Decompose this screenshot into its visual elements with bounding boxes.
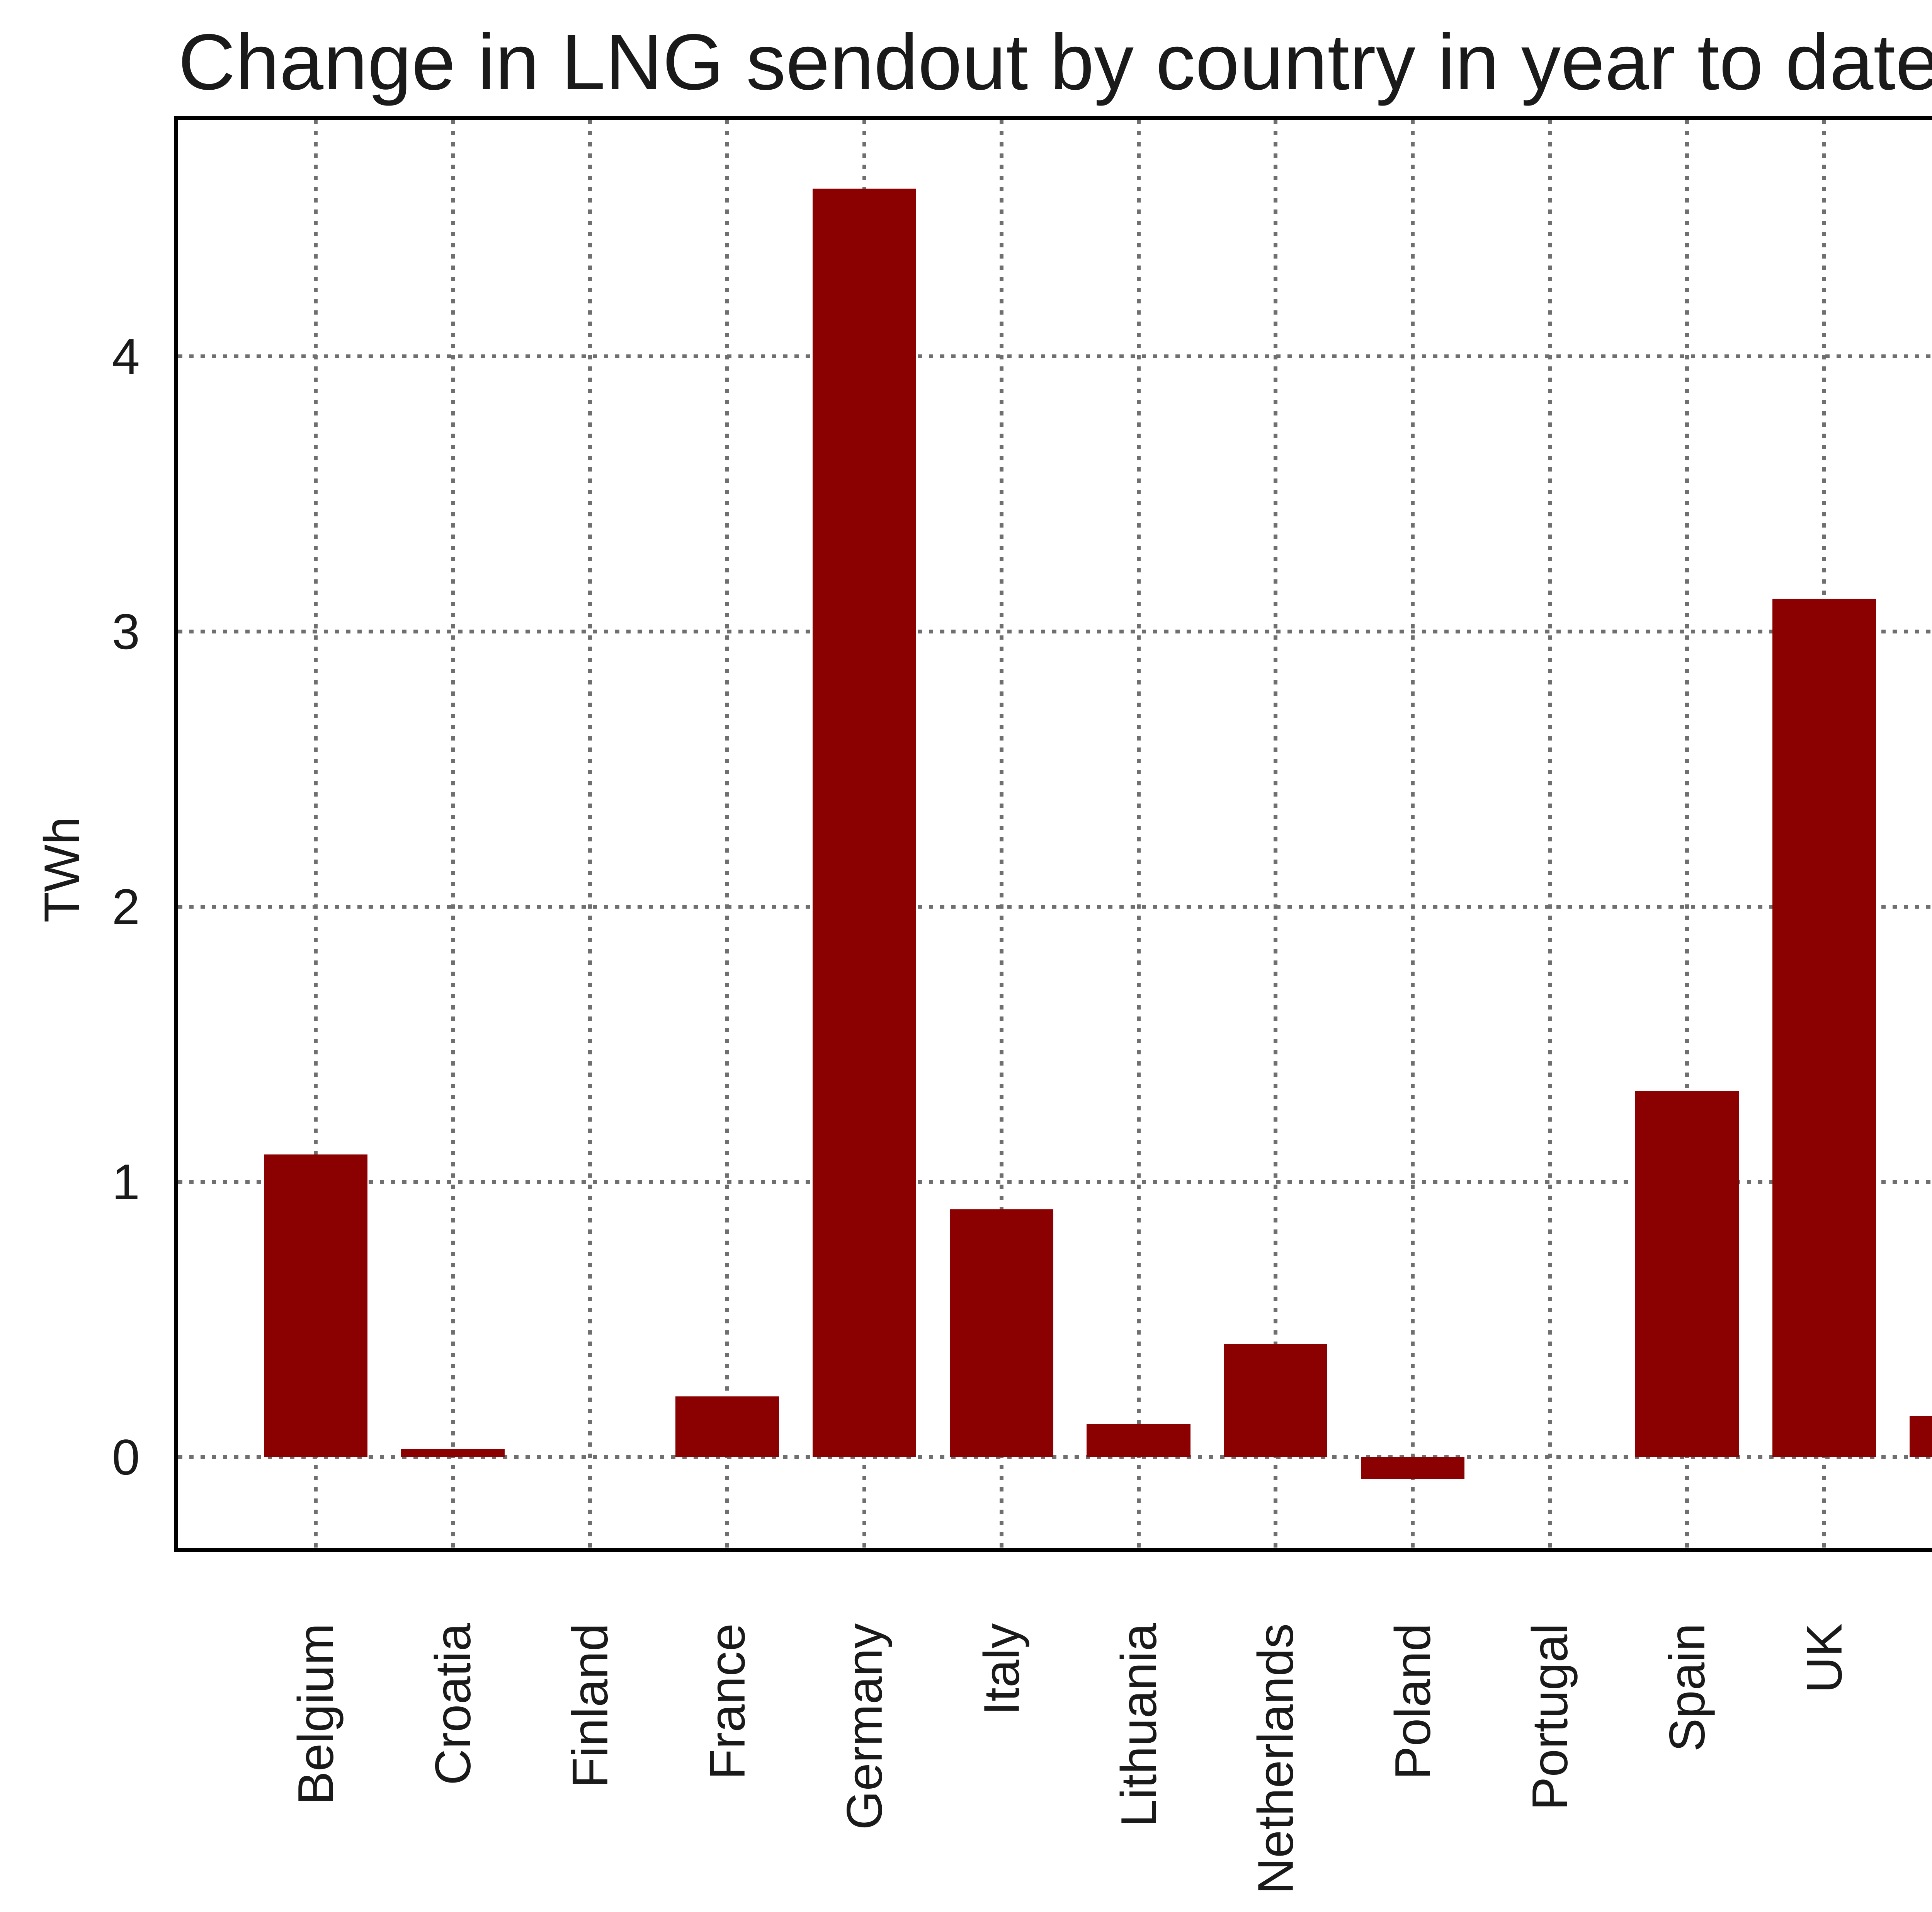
ytick-label-2: 2 (112, 879, 140, 935)
bar-france (675, 1396, 779, 1457)
gridline-y-0 (178, 1455, 1932, 1459)
gridline-x-spain (1685, 120, 1689, 1548)
gridline-x-italy (999, 120, 1003, 1548)
gridline-x-croatia (451, 120, 455, 1548)
xtick-label-france: France (699, 1623, 755, 1780)
chart-title: Change in LNG sendout by country in year… (178, 18, 1932, 106)
ytick-label-3: 3 (112, 603, 140, 660)
ytick-label-4: 4 (112, 328, 140, 385)
bar-netherlands (1224, 1344, 1328, 1457)
xtick-label-uk: UK (1796, 1623, 1852, 1693)
bar-lithuania (1087, 1424, 1190, 1457)
xtick-label-croatia: Croatia (424, 1623, 481, 1786)
xtick-label-germany: Germany (836, 1623, 893, 1830)
gridline-y-2 (178, 905, 1932, 909)
gridline-x-poland (1411, 120, 1415, 1548)
xtick-label-portugal: Portugal (1522, 1623, 1578, 1811)
gridline-x-portugal (1548, 120, 1552, 1548)
gridline-y-1 (178, 1180, 1932, 1184)
gridline-x-finland (588, 120, 592, 1548)
xtick-label-poland: Poland (1384, 1623, 1441, 1780)
bar-germany (812, 188, 916, 1457)
plot-area (174, 116, 1932, 1552)
gridline-y-3 (178, 630, 1932, 634)
bar-greece (1910, 1416, 1932, 1457)
bar-belgium (264, 1154, 367, 1457)
gridline-x-netherlands (1274, 120, 1278, 1548)
bar-uk (1772, 598, 1876, 1457)
bar-croatia (401, 1449, 505, 1457)
bar-italy (949, 1209, 1053, 1457)
xtick-label-finland: Finland (561, 1623, 618, 1788)
xtick-label-lithuania: Lithuania (1110, 1623, 1167, 1827)
gridline-y-4 (178, 354, 1932, 359)
gridline-x-belgium (313, 120, 318, 1548)
xtick-label-italy: Italy (973, 1623, 1030, 1716)
gridline-x-france (725, 120, 729, 1548)
ytick-label-0: 0 (112, 1429, 140, 1486)
xtick-label-spain: Spain (1658, 1623, 1715, 1752)
gridline-x-lithuania (1136, 120, 1141, 1548)
xtick-label-netherlands: Netherlands (1247, 1623, 1304, 1894)
ytick-label-1: 1 (112, 1154, 140, 1211)
bar-spain (1635, 1091, 1739, 1457)
bar-poland (1361, 1457, 1465, 1479)
xtick-label-belgium: Belgium (287, 1623, 344, 1805)
